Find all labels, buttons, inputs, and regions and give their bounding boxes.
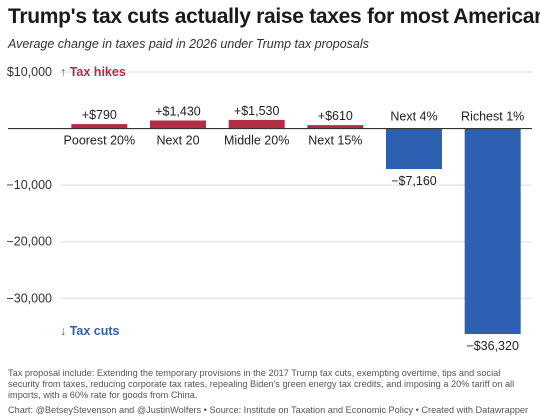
tax-hikes-annotation: ↑ Tax hikes: [60, 65, 126, 79]
y-tick-label: −20,000: [6, 235, 52, 249]
bar-chart: $10,000 −10,000 −20,000 −30,000 ↑ Tax hikes ↓…: [6, 65, 532, 353]
bar: [307, 125, 364, 129]
category-label: Richest 1%: [461, 110, 524, 124]
footnote: Tax proposal include: Extending the temp…: [8, 368, 515, 400]
data-label: −$36,320: [466, 339, 519, 353]
category-label: Next 20: [156, 134, 199, 148]
category-label: Poorest 20%: [64, 134, 136, 148]
y-tick-label: −10,000: [6, 178, 52, 192]
y-tick-label: −30,000: [6, 291, 52, 305]
data-label: +$610: [318, 109, 353, 123]
chart-subtitle: Average change in taxes paid in 2026 und…: [8, 37, 369, 51]
bar: [464, 128, 521, 334]
data-label: +$790: [82, 108, 117, 122]
data-label: +$1,430: [155, 104, 201, 118]
source-credit: Chart: @BetseyStevenson and @JustinWolfe…: [8, 405, 529, 415]
category-label: Next 4%: [390, 110, 437, 124]
bar: [71, 124, 128, 129]
bar: [228, 119, 285, 129]
bar: [386, 128, 442, 170]
data-label: +$1,530: [234, 104, 280, 118]
data-label: −$7,160: [391, 174, 437, 188]
chart-title: Trump's tax cuts actually raise taxes fo…: [8, 5, 540, 28]
tax-cuts-annotation: ↓ Tax cuts: [60, 324, 120, 338]
y-tick-label: $10,000: [7, 65, 52, 79]
category-label: Next 15%: [308, 134, 362, 148]
bar: [150, 120, 206, 129]
category-label: Middle 20%: [224, 134, 289, 148]
